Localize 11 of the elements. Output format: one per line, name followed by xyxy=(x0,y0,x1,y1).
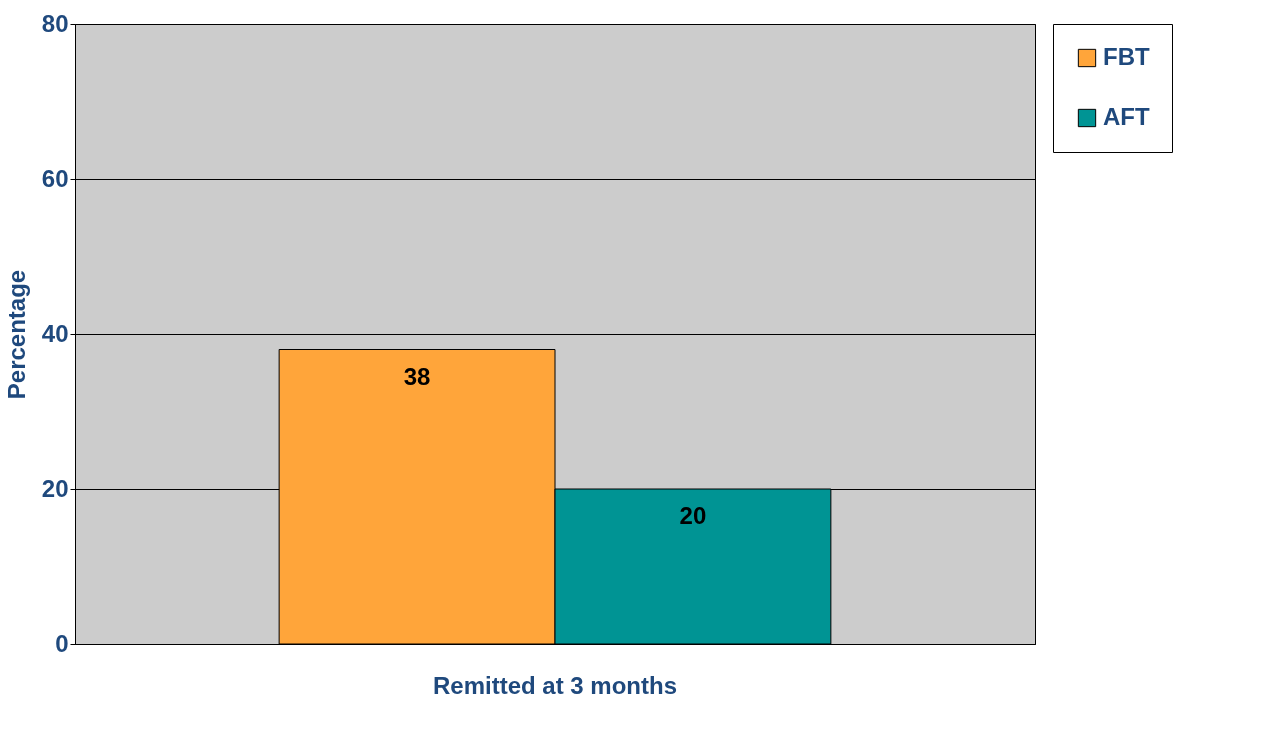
y-tick-label: 80 xyxy=(41,9,69,37)
x-tick-label: Remitted at 3 months xyxy=(432,671,678,699)
y-tick-label: 20 xyxy=(41,474,69,502)
legend-label: AFT xyxy=(1103,103,1150,130)
y-tick-label: 60 xyxy=(41,164,69,192)
data-label: 38 xyxy=(403,362,431,390)
legend-label: FBT xyxy=(1103,43,1150,70)
y-tick-label: 0 xyxy=(55,629,69,657)
data-label: 20 xyxy=(679,502,707,529)
y-axis-title: Percentage xyxy=(2,269,30,400)
y-tick-label: 40 xyxy=(41,319,69,347)
